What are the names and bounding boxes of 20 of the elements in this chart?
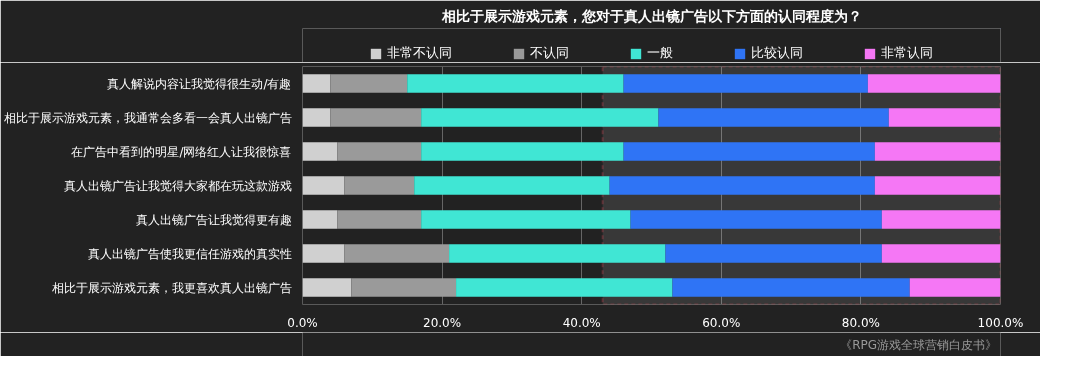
y-tick-label: 真人出镜广告让我觉得大家都在玩这款游戏	[63, 178, 292, 193]
y-tick-label: 真人出镜广告让我觉得更有趣	[135, 212, 292, 227]
x-tick-label: 100.0%	[977, 315, 1024, 330]
legend-label: 非常认同	[881, 44, 933, 62]
x-tick-label: 0.0%	[287, 315, 318, 330]
x-tick-label: 60.0%	[702, 315, 741, 330]
y-tick-label: 相比于展示游戏元素，我更喜欢真人出镜广告	[51, 280, 292, 295]
legend-label: 比较认同	[751, 44, 803, 62]
legend-label: 一般	[647, 44, 673, 62]
legend-label: 非常不认同	[387, 44, 452, 62]
y-tick-label: 真人解说内容让我觉得很生动/有趣	[107, 76, 292, 91]
chart-title: 相比于展示游戏元素，您对于真人出镜广告以下方面的认同程度为？	[440, 7, 862, 24]
y-tick-label: 真人出镜广告使我更信任游戏的真实性	[87, 246, 292, 261]
x-tick-label: 80.0%	[841, 315, 880, 330]
y-tick-label: 在广告中看到的明星/网络红人让我很惊喜	[71, 144, 292, 159]
y-tick-label: 相比于展示游戏元素，我通常会多看一会真人出镜广告	[3, 110, 292, 125]
x-tick-label: 20.0%	[423, 315, 462, 330]
text: 《RPG游戏全球营销白皮书》	[840, 337, 998, 352]
x-tick-label: 40.0%	[562, 315, 601, 330]
legend-label: 不认同	[530, 44, 569, 62]
